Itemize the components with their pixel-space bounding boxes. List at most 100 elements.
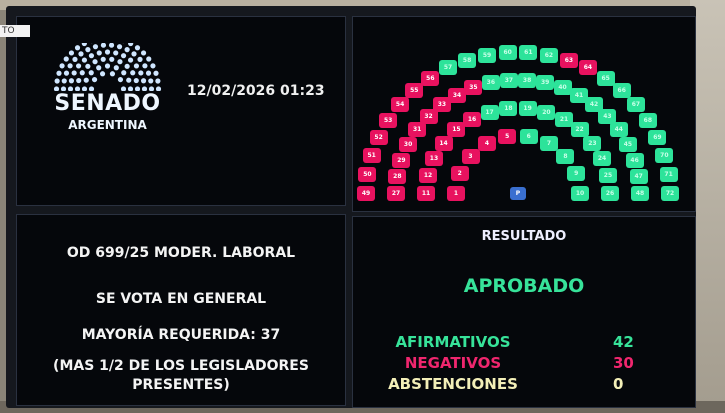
- seat-6: 6: [519, 129, 538, 145]
- seat-32: 32: [419, 108, 438, 124]
- president-seat: P: [510, 187, 526, 200]
- motion-panel: OD 699/25 MODER. LABORAL SE VOTA EN GENE…: [16, 214, 346, 406]
- seat-67: 67: [626, 96, 645, 112]
- seat-52: 52: [369, 129, 388, 145]
- seat-3: 3: [461, 148, 480, 164]
- seat-34: 34: [448, 87, 466, 103]
- result-status: APROBADO: [463, 275, 585, 297]
- seat-11: 11: [417, 186, 435, 201]
- result-label: NEGATIVOS: [404, 354, 502, 372]
- seating-chart: 1 2 3 4 5 6 7 8 9 10 11 12 13 14 15 16 17 18 19 20 21 22 23 24 2…: [353, 17, 697, 213]
- seat-20: 20: [537, 104, 556, 120]
- seat-41: 41: [570, 87, 588, 103]
- majority-note-cont: PRESENTES): [132, 377, 230, 393]
- seat-35: 35: [464, 80, 483, 96]
- seat-30: 30: [399, 136, 418, 152]
- seat-63: 63: [559, 52, 578, 68]
- seat-5: 5: [498, 129, 517, 145]
- wall-background: [0, 0, 725, 10]
- seat-48: 48: [631, 186, 649, 201]
- seat-36: 36: [481, 75, 500, 91]
- result-label: ABSTENCIONES: [388, 375, 518, 393]
- seat-45: 45: [618, 136, 637, 152]
- seat-47: 47: [629, 169, 648, 185]
- logo-title: SENADO: [54, 91, 161, 116]
- seat-1: 1: [447, 186, 465, 201]
- seat-58: 58: [458, 52, 477, 68]
- seat-4: 4: [478, 136, 496, 152]
- seat-23: 23: [583, 135, 602, 151]
- seat-17: 17: [480, 104, 499, 120]
- seat-39: 39: [536, 75, 555, 91]
- result-row: AFIRMATIVOS 42: [395, 333, 634, 351]
- seat-49: 49: [357, 186, 375, 201]
- result-value: 30: [613, 354, 634, 372]
- vote-type: SE VOTA EN GENERAL: [95, 291, 267, 307]
- result-panel: RESULTADO APROBADO AFIRMATIVOS 42 NEGATIVO…: [352, 216, 696, 408]
- seat-18: 18: [499, 100, 518, 116]
- seat-56: 56: [421, 70, 440, 86]
- seat-57: 57: [439, 60, 458, 76]
- seat-28: 28: [388, 169, 407, 185]
- seat-51: 51: [362, 147, 381, 163]
- seat-14: 14: [434, 135, 453, 151]
- seat-15: 15: [447, 122, 466, 138]
- seat-26: 26: [601, 186, 619, 201]
- seat-54: 54: [391, 96, 410, 112]
- seat-72: 72: [661, 186, 679, 201]
- seat-43: 43: [598, 108, 617, 124]
- seat-37: 37: [499, 72, 518, 88]
- seat-65: 65: [596, 70, 615, 86]
- seat-44: 44: [609, 122, 628, 138]
- seat-46: 46: [625, 152, 644, 168]
- seat-9: 9: [567, 166, 586, 182]
- seat-33: 33: [432, 97, 451, 113]
- seat-16: 16: [463, 111, 481, 127]
- seat-42: 42: [585, 97, 604, 113]
- vote-datetime: 12/02/2026 01:23: [187, 83, 325, 99]
- result-title: RESULTADO: [481, 229, 567, 244]
- majority-note: (MAS 1/2 DE LOS LEGISLADORES: [53, 358, 309, 374]
- motion-title: OD 699/25 MODER. LABORAL: [66, 245, 296, 261]
- seat-38: 38: [518, 72, 537, 88]
- seat-62: 62: [539, 47, 558, 63]
- seat-2: 2: [450, 166, 469, 182]
- hemicycle-logo-icon: [53, 35, 162, 92]
- seat-66: 66: [612, 82, 631, 98]
- seat-71: 71: [659, 166, 678, 182]
- seat-69: 69: [648, 129, 667, 145]
- seat-40: 40: [553, 80, 572, 96]
- logo-subtitle: ARGENTINA: [68, 118, 147, 132]
- required-majority: MAYORÍA REQUERIDA: 37: [81, 327, 281, 343]
- seat-70: 70: [655, 147, 674, 163]
- senado-logo: SENADO ARGENTINA: [45, 35, 170, 138]
- seat-21: 21: [555, 111, 573, 127]
- overlay-tag: TO: [0, 25, 30, 37]
- seat-60: 60: [498, 44, 517, 60]
- seat-27: 27: [387, 186, 405, 201]
- seat-31: 31: [408, 122, 427, 138]
- seat-22: 22: [570, 122, 589, 138]
- seat-13: 13: [424, 151, 443, 167]
- result-label: AFIRMATIVOS: [395, 333, 511, 351]
- seat-50: 50: [358, 166, 377, 182]
- header-panel: SENADO ARGENTINA 12/02/2026 01:23: [16, 16, 346, 206]
- seat-7: 7: [540, 136, 558, 152]
- result-value: 42: [613, 333, 634, 351]
- seat-68: 68: [638, 112, 657, 128]
- seat-19: 19: [518, 100, 537, 116]
- seat-24: 24: [593, 151, 612, 167]
- seat-10: 10: [571, 186, 589, 201]
- seat-61: 61: [519, 44, 538, 60]
- seating-panel: 1 2 3 4 5 6 7 8 9 10 11 12 13 14 15 16 17 18 19 20 21 22 23 24 2…: [352, 16, 696, 212]
- seat-29: 29: [392, 152, 411, 168]
- result-row: ABSTENCIONES 0: [388, 375, 624, 393]
- seat-25: 25: [598, 168, 617, 184]
- seat-59: 59: [478, 47, 497, 63]
- seat-55: 55: [405, 82, 424, 98]
- seat-8: 8: [556, 148, 575, 164]
- result-row: NEGATIVOS 30: [405, 354, 634, 372]
- seat-64: 64: [578, 60, 597, 76]
- result-value: 0: [613, 375, 624, 393]
